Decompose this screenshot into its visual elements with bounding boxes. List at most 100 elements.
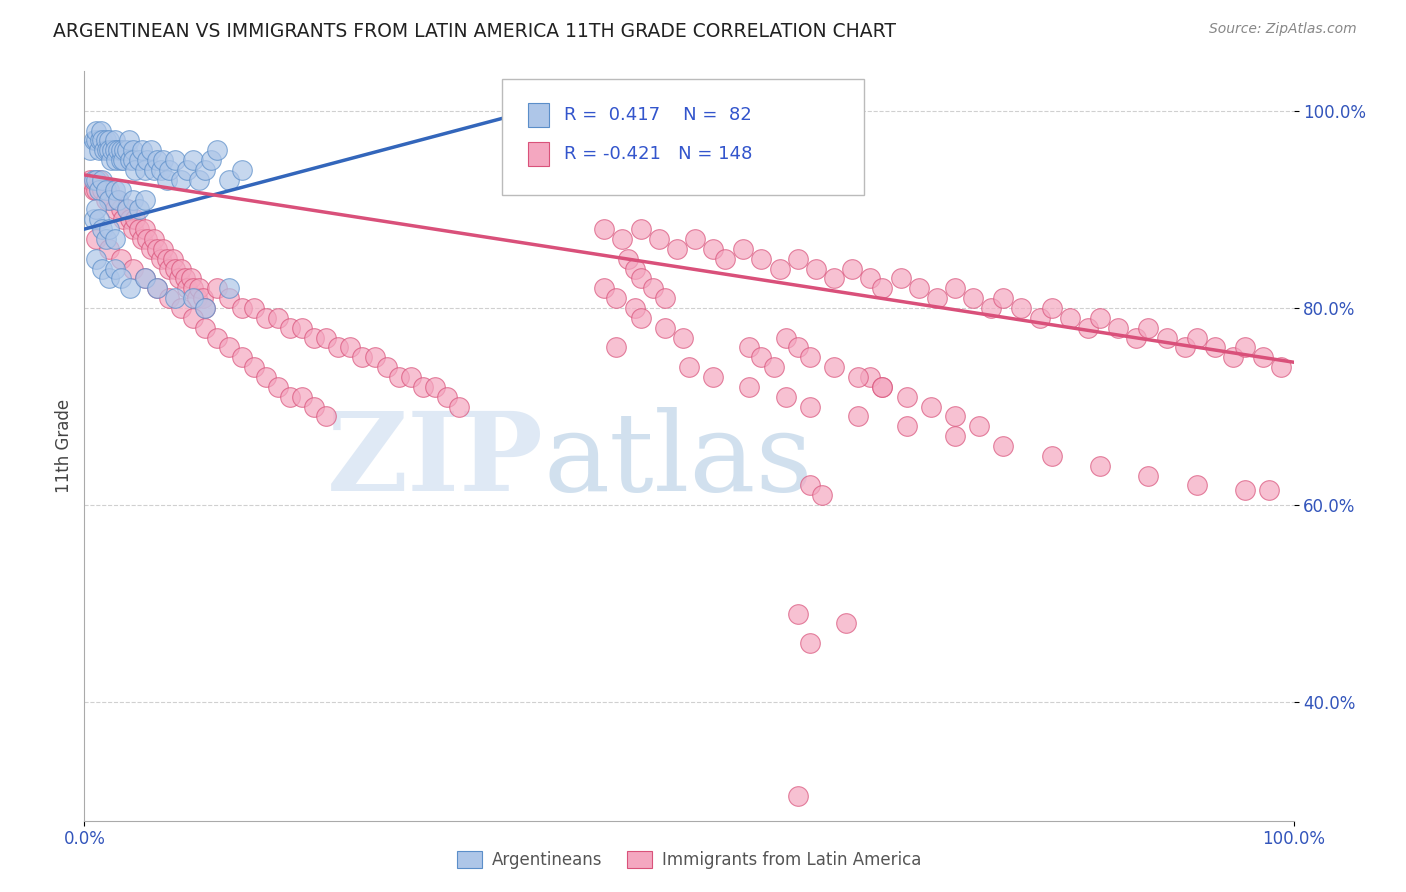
Point [146, 281, 169, 295]
Point [242, 301, 264, 315]
Point [86, 252, 108, 266]
Point [804, 261, 827, 276]
Point [630, 222, 652, 236]
Point [121, 261, 143, 276]
Point [93, 143, 115, 157]
Point [83, 173, 105, 187]
Point [1258, 483, 1281, 498]
Point [1234, 340, 1257, 354]
Point [242, 360, 264, 375]
Point [786, 607, 808, 621]
Point [157, 261, 180, 276]
Point [612, 232, 634, 246]
Point [180, 271, 202, 285]
Point [859, 271, 882, 285]
Point [302, 330, 325, 344]
Point [799, 351, 821, 365]
Point [121, 143, 143, 157]
Point [97, 183, 120, 197]
Point [107, 193, 129, 207]
Point [115, 202, 138, 217]
Point [896, 419, 918, 434]
Bar [529, 142, 550, 166]
Point [943, 281, 966, 295]
Point [1185, 478, 1208, 492]
Point [846, 409, 869, 424]
Point [112, 153, 135, 167]
Point [593, 222, 616, 236]
Point [1234, 483, 1257, 498]
Point [181, 153, 204, 167]
Point [94, 133, 117, 147]
Point [267, 310, 290, 325]
Point [143, 163, 166, 178]
Point [110, 153, 132, 167]
Point [1270, 360, 1292, 375]
Point [91, 183, 114, 197]
Point [1185, 330, 1208, 344]
Point [1011, 301, 1033, 315]
Point [173, 271, 195, 285]
Point [86, 123, 108, 137]
Point [152, 242, 174, 256]
Point [751, 252, 773, 266]
Point [714, 252, 737, 266]
Point [799, 636, 821, 650]
Point [165, 291, 187, 305]
Point [121, 153, 143, 167]
Point [896, 390, 918, 404]
Point [131, 143, 153, 157]
Point [96, 143, 118, 157]
Point [1028, 310, 1050, 325]
Point [672, 330, 695, 344]
Point [112, 143, 135, 157]
Point [191, 291, 214, 305]
Point [1040, 449, 1063, 463]
Point [890, 271, 912, 285]
Point [155, 252, 177, 266]
Point [107, 143, 129, 157]
Point [194, 163, 217, 178]
Point [267, 380, 290, 394]
Point [139, 143, 162, 157]
Point [120, 212, 142, 227]
Point [91, 173, 114, 187]
Point [683, 232, 706, 246]
Point [835, 616, 858, 631]
Point [218, 281, 240, 295]
Point [943, 409, 966, 424]
Text: ARGENTINEAN VS IMMIGRANTS FROM LATIN AMERICA 11TH GRADE CORRELATION CHART: ARGENTINEAN VS IMMIGRANTS FROM LATIN AME… [53, 22, 897, 41]
Point [291, 390, 314, 404]
Point [146, 242, 169, 256]
Point [104, 143, 127, 157]
Point [100, 193, 122, 207]
Point [188, 173, 211, 187]
Point [121, 193, 143, 207]
Point [920, 400, 942, 414]
Point [104, 202, 127, 217]
Point [97, 193, 120, 207]
Point [315, 330, 337, 344]
Point [90, 123, 112, 137]
Point [1222, 351, 1244, 365]
Point [872, 380, 894, 394]
Point [194, 301, 217, 315]
Point [962, 291, 984, 305]
Point [641, 281, 664, 295]
Point [167, 271, 190, 285]
Point [134, 193, 156, 207]
Point [775, 330, 797, 344]
Point [128, 153, 150, 167]
Point [86, 183, 108, 197]
Point [769, 261, 792, 276]
Point [194, 320, 217, 334]
Point [100, 153, 122, 167]
Point [449, 400, 471, 414]
Text: atlas: atlas [544, 408, 814, 515]
Point [436, 390, 458, 404]
Point [89, 133, 111, 147]
Point [86, 173, 108, 187]
Point [1137, 320, 1160, 334]
Point [128, 222, 150, 236]
Point [823, 271, 845, 285]
